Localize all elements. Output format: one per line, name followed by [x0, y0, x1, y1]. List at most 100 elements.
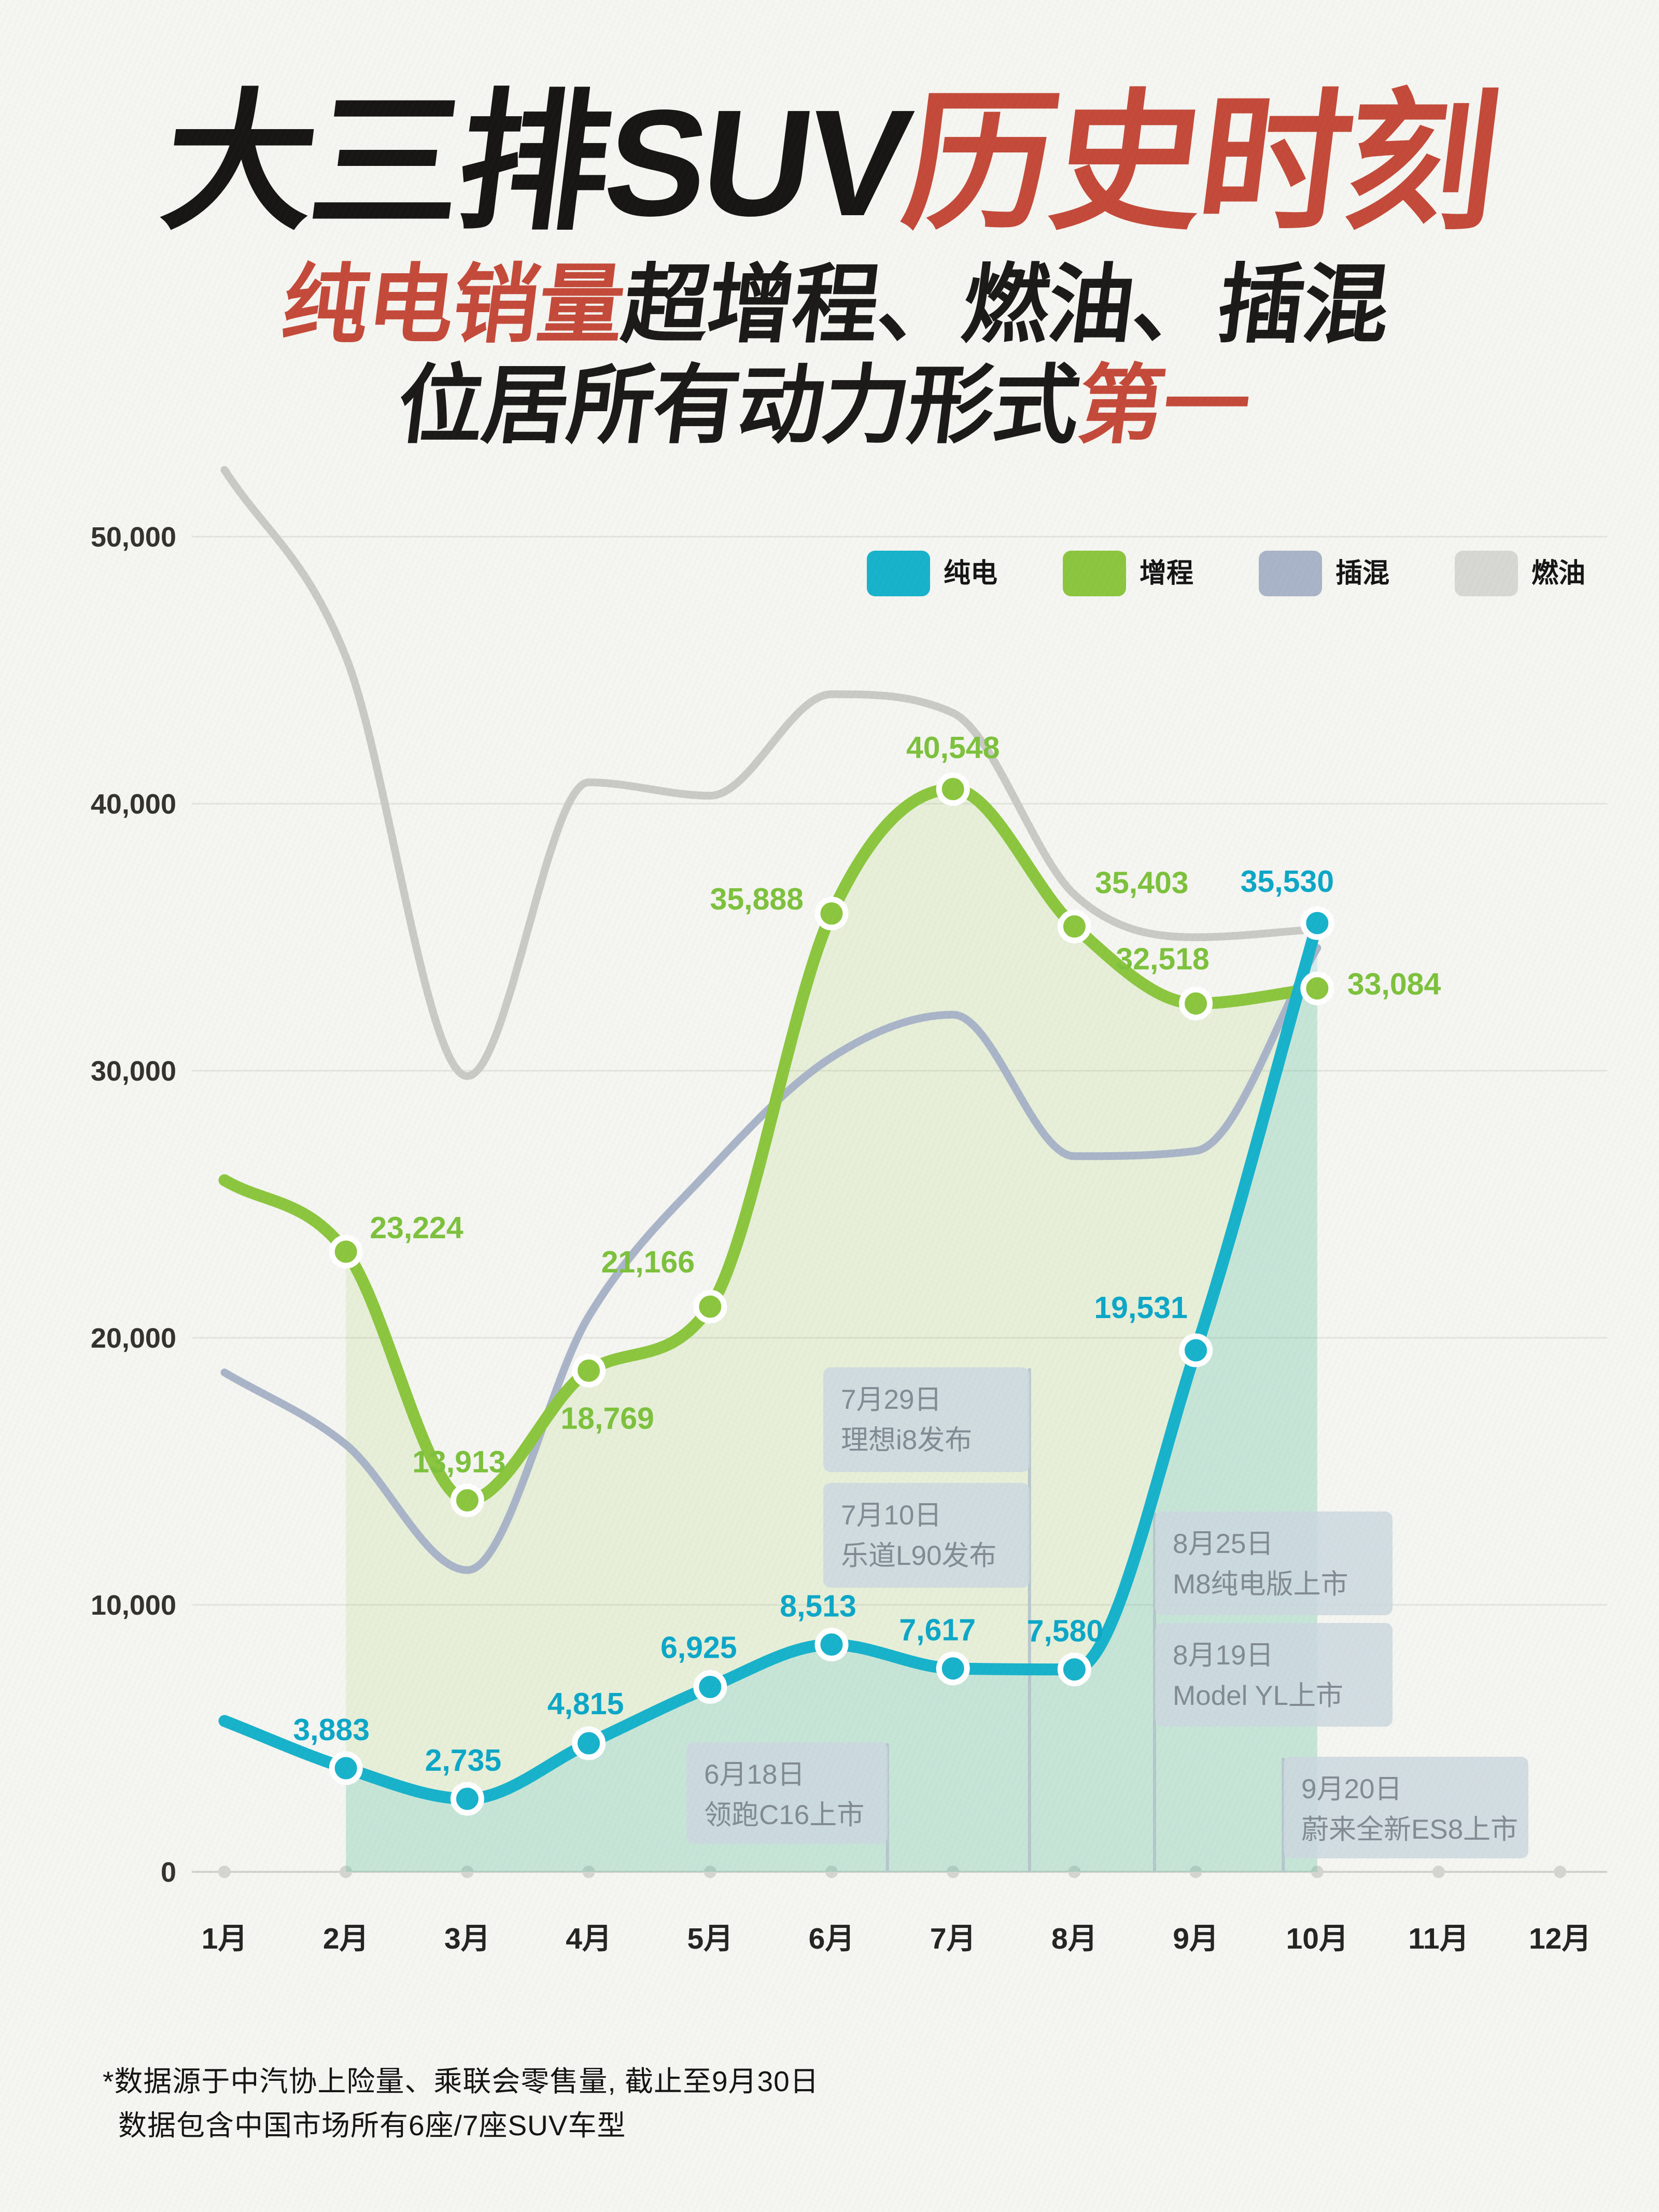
data-label-增程: 18,769 [560, 1401, 654, 1435]
chart-legend: 纯电 增程 插混 燃油 [867, 551, 1585, 596]
data-source-note: *数据源于中汽协上险量、乘联会零售量, 截止至9月30日 数据包含中国市场所有6… [103, 2060, 819, 2148]
data-point-dots [329, 772, 1334, 1816]
x-axis-dot [1554, 1866, 1567, 1878]
data-point-纯电 [814, 1628, 849, 1662]
y-axis-tick-label: 50,000 [91, 522, 176, 553]
data-point-纯电 [1179, 1333, 1213, 1367]
legend-item-纯电: 纯电 [867, 551, 997, 596]
x-axis-dot [704, 1866, 716, 1878]
legend-item-插混: 插混 [1259, 551, 1389, 596]
area-fills [346, 789, 1317, 1872]
page-title: 大三排SUV历史时刻 [0, 78, 1659, 247]
data-label-纯电: 2,735 [425, 1743, 502, 1777]
event-date: 8月25日 [1173, 1529, 1273, 1559]
page-subtitle: 纯电销量超增程、燃油、插混 位居所有动力形式第一 [0, 255, 1659, 456]
event-box [1155, 1511, 1393, 1615]
data-label-增程: 21,166 [601, 1245, 695, 1279]
subtitle-2-black: 位居所有动力形式 [392, 358, 1085, 454]
x-axis-tick-label: 12月 [1529, 1922, 1591, 1955]
y-axis-tick-label: 30,000 [91, 1056, 176, 1087]
legend-label: 增程 [1140, 558, 1194, 589]
legend-item-燃油: 燃油 [1455, 551, 1585, 596]
event-annotation: 8月19日 Model YL上市 [1155, 1623, 1393, 1727]
data-label-纯电: 4,815 [547, 1687, 624, 1721]
x-axis-dot [825, 1866, 838, 1878]
x-axis-tick-label: 5月 [687, 1922, 733, 1955]
page-title-black: 大三排SUV [154, 78, 916, 247]
data-point-增程 [1179, 986, 1213, 1020]
legend-label: 燃油 [1531, 558, 1586, 589]
series-area-增程 [346, 789, 1317, 1872]
data-point-纯电 [936, 1651, 970, 1686]
footer-line-1: *数据源于中汽协上险量、乘联会零售量, 截止至9月30日 [103, 2065, 819, 2097]
data-label-增程: 13,913 [412, 1445, 505, 1479]
x-axis-tick-label: 6月 [809, 1922, 855, 1955]
data-point-纯电 [329, 1751, 363, 1785]
data-point-labels: 23,224 13,913 18,769 21,166 35,888 40,548 35,4… [293, 731, 1441, 1777]
event-date: 7月10日 [841, 1500, 941, 1531]
data-label-纯电: 35,530 [1241, 864, 1334, 899]
data-point-纯电 [572, 1726, 606, 1760]
data-label-纯电: 3,883 [293, 1713, 370, 1747]
data-point-增程 [329, 1235, 363, 1269]
event-box [1155, 1623, 1393, 1727]
event-box [1284, 1757, 1528, 1858]
y-axis-tick-label: 20,000 [91, 1323, 176, 1354]
legend-swatch-icon [1063, 551, 1127, 596]
event-date: 8月19日 [1173, 1640, 1273, 1671]
x-axis-dot [1311, 1866, 1324, 1878]
subtitle-line-2: 位居所有动力形式第一 [0, 356, 1659, 456]
data-point-纯电 [1300, 906, 1334, 940]
data-point-纯电 [1057, 1653, 1091, 1687]
event-text: M8纯电版上市 [1173, 1569, 1348, 1600]
x-axis-tick-label: 10月 [1286, 1922, 1348, 1955]
x-axis-tick-label: 4月 [566, 1922, 612, 1955]
event-box [686, 1742, 888, 1844]
data-point-增程 [450, 1483, 484, 1517]
legend-swatch-icon [867, 551, 930, 596]
event-text: 蔚来全新ES8上市 [1301, 1814, 1518, 1845]
x-axis-dot [1432, 1866, 1445, 1878]
legend-label: 纯电 [944, 558, 998, 589]
series-line-燃油 [220, 466, 1321, 1080]
event-box [823, 1367, 1030, 1472]
series-line-增程 [218, 783, 1324, 1506]
data-label-纯电: 8,513 [780, 1589, 856, 1623]
data-point-纯电 [693, 1670, 727, 1704]
event-annotation: 8月25日 M8纯电版上市 [1155, 1511, 1393, 1615]
x-axis-dot [582, 1866, 595, 1878]
data-label-纯电: 19,531 [1094, 1291, 1187, 1325]
legend-item-增程: 增程 [1063, 551, 1193, 596]
x-axis-dot [461, 1866, 474, 1878]
data-point-增程 [572, 1353, 606, 1388]
data-point-增程 [693, 1290, 727, 1324]
x-axis-tick-label: 8月 [1051, 1922, 1098, 1955]
x-axis-dot [947, 1866, 960, 1878]
data-label-增程: 23,224 [370, 1211, 463, 1245]
x-axis-tick-label: 3月 [444, 1922, 490, 1955]
data-label-增程: 40,548 [906, 731, 1000, 765]
event-text: 理想i8发布 [841, 1425, 972, 1455]
x-axis-tick-label: 11月 [1408, 1922, 1469, 1955]
data-point-增程 [936, 772, 970, 806]
x-axis-tick-label: 9月 [1173, 1922, 1219, 1955]
data-point-纯电 [450, 1782, 484, 1816]
x-axis-tick-label: 2月 [323, 1922, 369, 1955]
x-axis-dot [218, 1866, 231, 1878]
subtitle-1-red: 纯电销量 [277, 257, 629, 353]
event-date: 9月20日 [1301, 1774, 1402, 1804]
grid-lines: 0 10,000 20,000 30,000 40,000 50,000 1月 2月 3月 4月 5… [91, 522, 1607, 1955]
x-axis-tick-label: 1月 [202, 1922, 248, 1955]
x-axis-dot [1189, 1866, 1202, 1878]
y-axis-tick-label: 10,000 [91, 1590, 176, 1621]
subtitle-2-red: 第一 [1072, 358, 1255, 454]
data-label-纯电: 7,617 [899, 1613, 976, 1647]
data-point-增程 [814, 897, 849, 931]
legend-swatch-icon [1455, 551, 1519, 596]
event-text: 领跑C16上市 [704, 1800, 864, 1830]
data-point-增程 [1057, 909, 1091, 944]
